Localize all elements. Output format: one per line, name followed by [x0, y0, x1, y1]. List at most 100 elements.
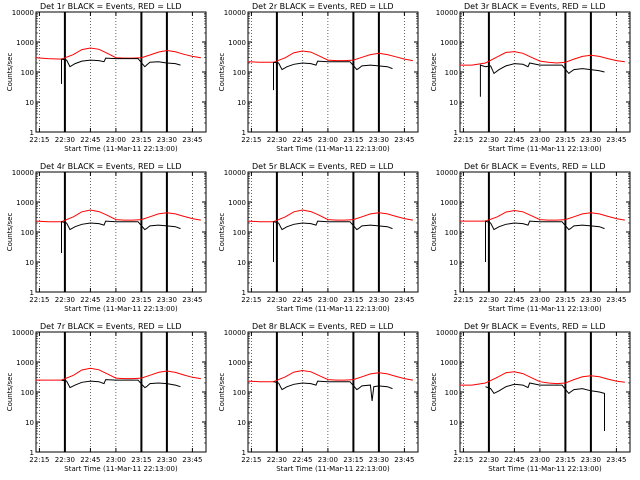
x-tick-label: 23:15 [131, 136, 151, 144]
x-tick-label: 22:45 [80, 296, 100, 304]
x-tick-label: 23:00 [106, 456, 126, 464]
x-tick-label: 22:45 [504, 296, 524, 304]
x-tick-label: 22:15 [453, 456, 473, 464]
y-tick-label: 100 [233, 229, 246, 237]
chart-panel: Det 7r BLACK = Events, RED = LLD 1 10 100 10… [6, 322, 207, 473]
chart-panel: Det 6r BLACK = Events, RED = LLD 1 10 100 10… [430, 162, 631, 313]
y-tick-label: 10 [25, 99, 34, 107]
y-tick-label: 1 [454, 449, 458, 457]
series-line-events [61, 220, 181, 253]
y-tick-label: 10000 [224, 9, 246, 17]
y-tick-label: 100 [21, 229, 34, 237]
x-tick-label: 22:15 [241, 136, 261, 144]
y-tick-label: 1000 [228, 359, 246, 367]
x-tick-label: 22:30 [479, 136, 499, 144]
x-tick-label: 22:30 [479, 456, 499, 464]
y-axis-title: Counts/sec [6, 373, 14, 412]
y-tick-label: 1 [454, 289, 458, 297]
y-tick-label: 1000 [228, 39, 246, 47]
series-line-events [485, 220, 605, 262]
series-line-lld [460, 371, 625, 386]
y-tick-label: 1 [30, 449, 34, 457]
series-line-events [273, 60, 393, 91]
x-tick-label: 22:30 [267, 296, 287, 304]
y-tick-label: 10000 [224, 329, 246, 337]
chart-panel: Det 5r BLACK = Events, RED = LLD 1 10 100 10… [218, 162, 419, 313]
x-tick-label: 22:15 [29, 296, 49, 304]
chart-panel: Det 3r BLACK = Events, RED = LLD 1 10 100 10… [430, 2, 631, 153]
chart-title: Det 9r BLACK = Events, RED = LLD [464, 322, 606, 331]
y-tick-label: 1 [30, 289, 34, 297]
chart-title: Det 4r BLACK = Events, RED = LLD [40, 162, 182, 171]
y-tick-label: 10000 [12, 9, 34, 17]
x-tick-label: 23:30 [157, 456, 177, 464]
x-tick-label: 22:30 [479, 296, 499, 304]
series-line-lld [35, 47, 201, 60]
x-tick-label: 22:15 [241, 296, 261, 304]
series-line-events [479, 62, 605, 97]
x-tick-label: 23:30 [581, 456, 601, 464]
y-tick-label: 10 [237, 259, 246, 267]
y-tick-label: 10000 [436, 169, 458, 177]
series-line-lld [460, 209, 625, 222]
x-axis-title: Start Time (11-Mar-11 22:13:00) [488, 145, 602, 153]
series-line-lld [247, 369, 413, 383]
x-tick-label: 23:45 [182, 296, 202, 304]
y-tick-label: 10 [25, 259, 34, 267]
y-axis-title: Counts/sec [218, 213, 226, 252]
y-tick-label: 1 [30, 129, 34, 137]
x-tick-label: 22:15 [241, 456, 261, 464]
chart-title: Det 1r BLACK = Events, RED = LLD [40, 2, 182, 11]
x-tick-label: 23:00 [318, 296, 338, 304]
series-line-lld [247, 50, 413, 63]
x-tick-label: 23:15 [131, 296, 151, 304]
series-line-events [273, 380, 393, 402]
y-tick-label: 10000 [12, 329, 34, 337]
x-tick-label: 23:00 [530, 136, 550, 144]
y-tick-label: 10000 [224, 169, 246, 177]
x-tick-label: 23:30 [369, 456, 389, 464]
x-tick-label: 23:15 [555, 136, 575, 144]
y-tick-label: 100 [233, 389, 246, 397]
x-tick-label: 22:45 [80, 456, 100, 464]
x-tick-label: 23:30 [581, 136, 601, 144]
x-axis-title: Start Time (11-Mar-11 22:13:00) [276, 305, 390, 313]
x-tick-label: 23:45 [182, 456, 202, 464]
chart-title: Det 8r BLACK = Events, RED = LLD [252, 322, 394, 331]
y-axis-title: Counts/sec [6, 213, 14, 252]
y-tick-label: 1 [454, 129, 458, 137]
x-axis-title: Start Time (11-Mar-11 22:13:00) [488, 465, 602, 473]
y-tick-label: 1 [242, 449, 246, 457]
chart-panel: Det 2r BLACK = Events, RED = LLD 1 10 100 10… [218, 2, 419, 153]
x-tick-label: 23:45 [394, 456, 414, 464]
x-tick-label: 23:15 [343, 456, 363, 464]
y-tick-label: 10000 [436, 329, 458, 337]
x-tick-label: 23:30 [369, 136, 389, 144]
x-tick-label: 23:15 [555, 456, 575, 464]
series-line-lld [460, 51, 625, 66]
series-line-events [61, 379, 181, 389]
x-axis-title: Start Time (11-Mar-11 22:13:00) [64, 305, 178, 313]
y-tick-label: 10 [237, 419, 246, 427]
series-line-lld [36, 367, 201, 381]
x-axis-title: Start Time (11-Mar-11 22:13:00) [64, 465, 178, 473]
x-axis-title: Start Time (11-Mar-11 22:13:00) [276, 465, 390, 473]
y-tick-label: 1000 [440, 359, 458, 367]
plot-frame [247, 331, 419, 453]
x-tick-label: 23:45 [606, 296, 626, 304]
x-tick-label: 22:15 [453, 136, 473, 144]
x-tick-label: 22:30 [267, 456, 287, 464]
x-tick-label: 23:45 [182, 136, 202, 144]
x-tick-label: 22:45 [504, 136, 524, 144]
y-tick-label: 10 [237, 99, 246, 107]
chart-title: Det 3r BLACK = Events, RED = LLD [464, 2, 606, 11]
x-tick-label: 22:30 [267, 136, 287, 144]
x-tick-label: 23:30 [157, 296, 177, 304]
x-tick-label: 22:45 [292, 296, 312, 304]
chart-panel: Det 1r BLACK = Events, RED = LLD 1 10 100 10… [6, 2, 207, 153]
y-tick-label: 10 [449, 419, 458, 427]
y-axis-title: Counts/sec [430, 53, 438, 92]
y-tick-label: 100 [445, 229, 458, 237]
y-tick-label: 1 [242, 289, 246, 297]
x-tick-label: 23:15 [343, 296, 363, 304]
